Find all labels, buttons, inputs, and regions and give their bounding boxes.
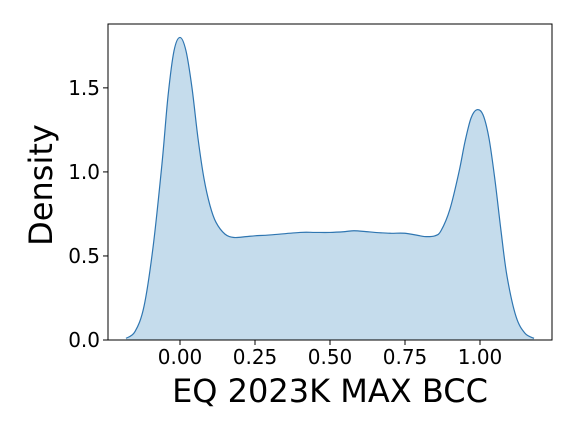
x-tick-label: 0.00: [158, 345, 203, 369]
density-curve-line: [125, 36, 535, 339]
x-tick-label: 1.00: [458, 345, 503, 369]
y-tick-label: 0.5: [68, 244, 100, 268]
x-tick-label: 0.25: [233, 345, 278, 369]
x-tick-label: 0.50: [308, 345, 353, 369]
x-tick-label: 0.75: [383, 345, 428, 369]
ticks: 0.00 0.25 0.50 0.75 1.00 0.0 0.5 1.0 1.5: [68, 76, 502, 369]
density-area-fill: [126, 37, 534, 340]
plot-area: [125, 36, 535, 340]
y-tick-label: 1.5: [68, 76, 100, 100]
y-tick-label: 1.0: [68, 160, 100, 184]
y-axis-label: Density: [22, 124, 60, 246]
x-axis-label: EQ 2023K MAX BCC: [172, 372, 488, 410]
y-tick-label: 0.0: [68, 328, 100, 352]
